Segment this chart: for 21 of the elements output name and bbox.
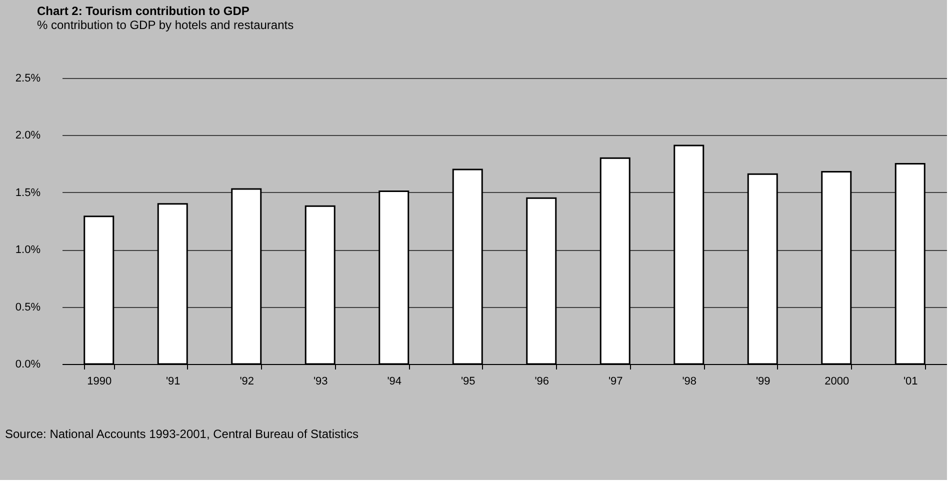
y-tick-label: 2.5% <box>15 72 41 84</box>
y-tick-label: 1.5% <box>15 186 41 199</box>
x-tick-label: '92 <box>240 376 254 388</box>
x-tick-label: '93 <box>313 376 328 388</box>
y-tick-label: 0.5% <box>15 301 41 314</box>
x-tick-label: '96 <box>534 376 550 388</box>
y-tick-label: 0.0% <box>15 358 41 370</box>
chart-subtitle: % contribution to GDP by hotels and restaurants <box>37 18 294 32</box>
x-tick-label: '91 <box>166 376 180 388</box>
y-tick-label: 1.0% <box>15 244 41 256</box>
x-tick-label: '94 <box>387 376 402 388</box>
x-tick-label: '01 <box>903 376 918 388</box>
chart-title: Chart 2: Tourism contribution to GDP <box>37 4 250 18</box>
x-tick-label: '99 <box>756 376 770 388</box>
x-tick-label: '98 <box>682 376 697 388</box>
source-note: Source: National Accounts 1993-2001, Central Bureau of Statistics <box>5 427 359 441</box>
x-tick-label: '97 <box>608 376 623 388</box>
x-tick-label: 2000 <box>824 376 850 388</box>
y-tick-label: 2.0% <box>15 130 41 142</box>
x-tick-label: '95 <box>460 376 476 388</box>
x-tick-label: 1990 <box>87 376 112 388</box>
